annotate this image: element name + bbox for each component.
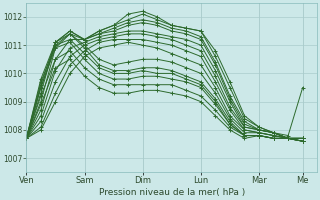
X-axis label: Pression niveau de la mer( hPa ): Pression niveau de la mer( hPa ) [99,188,245,197]
